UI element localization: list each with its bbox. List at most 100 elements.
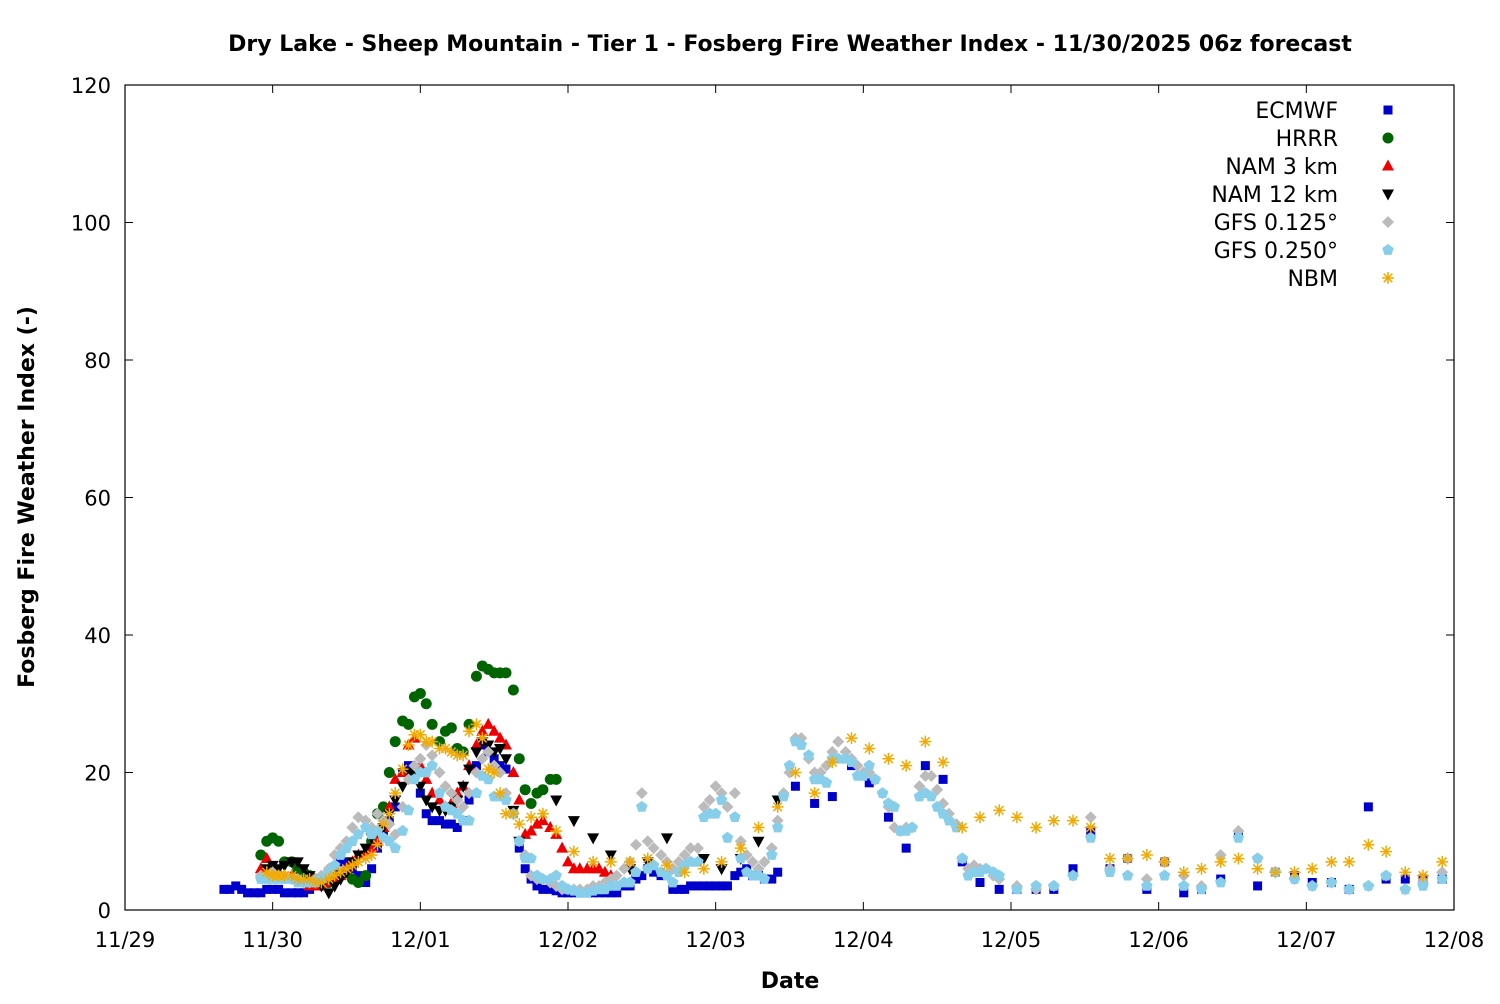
point-gfs-0-250 (667, 876, 679, 888)
point-hrrr (507, 684, 519, 696)
point-ecmwf (435, 816, 445, 826)
point-nbm (389, 787, 402, 800)
point-gfs-0-250 (1417, 879, 1429, 891)
point-nam-12-km (359, 843, 372, 855)
point-nbm (470, 718, 483, 731)
point-nbm (715, 855, 728, 868)
point-nam-3-km (420, 772, 433, 784)
point-nbm (956, 821, 969, 834)
point-gfs-0-250 (795, 739, 807, 750)
point-gfs-0-250 (803, 749, 815, 761)
legend-label-hrrr: HRRR (1276, 127, 1338, 152)
point-ecmwf (415, 788, 425, 798)
point-nbm (1067, 814, 1080, 827)
point-gfs-0-250 (715, 794, 728, 805)
point-gfs-0-125 (433, 766, 446, 779)
legend-marker-hrrr (1382, 132, 1394, 144)
point-nam-12-km (457, 781, 470, 793)
y-axis-label: Fosberg Fire Weather Index (-) (15, 306, 40, 688)
point-gfs-0-125 (678, 849, 691, 861)
x-tick-label: 12/01 (390, 928, 451, 952)
legend-marker-ecmwf (1383, 105, 1393, 115)
point-gfs-0-250 (1122, 869, 1134, 881)
point-gfs-0-250 (1399, 883, 1411, 895)
plot-frame (124, 84, 1455, 911)
point-nbm (1177, 866, 1190, 879)
point-nbm (315, 876, 328, 889)
x-tick-label: 12/03 (685, 928, 746, 952)
point-ecmwf (994, 884, 1004, 894)
point-nbm (1251, 862, 1264, 875)
point-nbm (1269, 866, 1282, 879)
legend-marker-gfs-0-250 (1382, 244, 1394, 255)
point-nbm (1158, 855, 1171, 868)
point-nam-3-km (507, 766, 520, 777)
point-ecmwf (736, 867, 746, 877)
point-nam-12-km (297, 864, 310, 876)
point-gfs-0-250 (832, 752, 844, 764)
x-tick-label: 12/07 (1276, 928, 1337, 952)
point-nam-12-km (499, 754, 512, 766)
point-gfs-0-125 (445, 787, 458, 800)
point-nbm (752, 821, 765, 834)
point-ecmwf (287, 888, 297, 898)
x-tick-label: 12/06 (1128, 928, 1189, 952)
point-hrrr (519, 784, 531, 796)
point-gfs-0-125 (463, 787, 476, 800)
point-nbm (789, 766, 802, 779)
point-gfs-0-250 (692, 855, 704, 867)
series-nbm (260, 718, 1449, 889)
point-gfs-0-250 (772, 821, 784, 833)
x-tick-label: 12/02 (538, 928, 599, 952)
point-gfs-0-125 (641, 835, 654, 848)
point-gfs-0-250 (1343, 883, 1355, 895)
point-nbm (414, 728, 427, 741)
point-gfs-0-250 (1030, 879, 1042, 891)
point-gfs-0-125 (451, 794, 464, 806)
point-nam-12-km (463, 764, 476, 776)
point-ecmwf (440, 819, 450, 829)
point-nbm (1121, 852, 1134, 865)
point-gfs-0-125 (371, 807, 384, 820)
point-ecmwf (1179, 888, 1189, 898)
point-gfs-0-125 (728, 787, 741, 800)
point-gfs-0-250 (383, 835, 395, 847)
point-gfs-0-250 (1325, 876, 1338, 888)
point-nbm (1084, 821, 1097, 834)
point-gfs-0-250 (721, 831, 734, 843)
point-ecmwf (390, 802, 400, 812)
point-ecmwf (686, 881, 696, 891)
point-gfs-0-250 (1195, 883, 1208, 895)
point-nam-12-km (660, 833, 673, 845)
point-ecmwf (699, 881, 709, 891)
point-nam-12-km (291, 857, 304, 869)
point-gfs-0-250 (1067, 869, 1079, 881)
point-gfs-0-250 (888, 800, 900, 812)
point-gfs-0-250 (943, 814, 955, 826)
point-ecmwf (773, 867, 783, 877)
point-nbm (536, 807, 549, 820)
point-ecmwf (225, 884, 235, 894)
point-nbm (1399, 866, 1412, 879)
point-nbm (377, 818, 390, 831)
point-nbm (587, 855, 600, 868)
point-nam-3-km (476, 724, 489, 736)
point-ecmwf (883, 812, 893, 822)
point-nam-12-km (334, 874, 347, 886)
point-nam-3-km (254, 862, 267, 874)
point-ecmwf (353, 871, 363, 881)
legend-label-ecmwf: ECMWF (1255, 99, 1338, 124)
point-nbm (334, 866, 347, 879)
point-nbm (507, 807, 520, 820)
point-hrrr (525, 797, 537, 809)
point-gfs-0-250 (426, 759, 438, 771)
point-ecmwf (612, 888, 622, 898)
legend-label-nbm: NBM (1287, 267, 1338, 292)
point-nbm (1380, 845, 1393, 858)
point-ecmwf (361, 878, 371, 887)
point-gfs-0-250 (735, 852, 747, 864)
point-nbm (826, 756, 839, 769)
point-nam-3-km (494, 731, 507, 743)
point-nbm (488, 766, 501, 779)
